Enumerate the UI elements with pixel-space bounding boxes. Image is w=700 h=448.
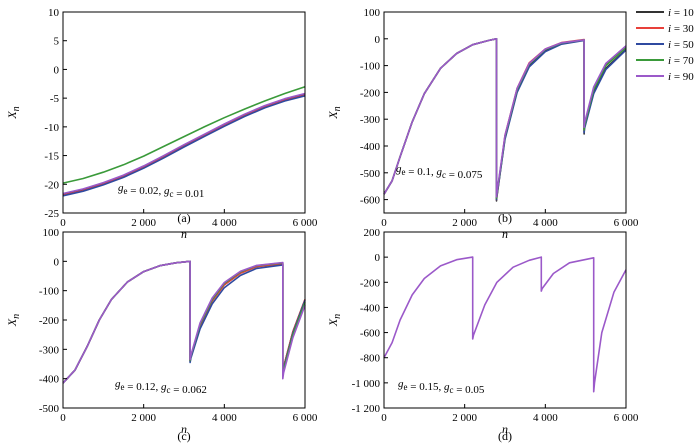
series-line [62, 260, 306, 384]
y-tick-label: 10 [48, 7, 60, 19]
x-tick-label: 4 000 [212, 217, 237, 229]
y-tick-label: -300 [360, 114, 381, 126]
y-tick-label: -5 [50, 93, 60, 105]
series-line [62, 260, 306, 384]
panel-annotation: ge = 0.02, gc = 0.01 [118, 182, 204, 200]
legend-label: i = 30 [668, 23, 694, 35]
panel-caption: (c) [177, 429, 190, 443]
x-tick-label: 2 000 [452, 217, 477, 229]
series-line [62, 260, 306, 384]
panel-caption: (d) [498, 429, 512, 443]
y-tick-label: 0 [375, 252, 381, 264]
y-tick-label: -400 [39, 374, 60, 386]
x-axis-label: n [181, 227, 187, 241]
y-tick-label: -600 [360, 195, 381, 207]
series-line [62, 95, 306, 197]
x-tick-label: 2 000 [131, 217, 156, 229]
series-line [62, 260, 306, 384]
panel-annotation: ge = 0.15, gc = 0.05 [398, 378, 485, 396]
y-tick-label: -400 [360, 302, 381, 314]
x-tick-label: 2 000 [131, 412, 156, 424]
y-axis-label: Xn [326, 314, 343, 327]
x-tick-label: 0 [60, 217, 66, 229]
x-axis-label: n [502, 422, 508, 436]
x-tick-label: 6 000 [293, 217, 318, 229]
panel-annotation: ge = 0.12, gc = 0.062 [115, 378, 207, 396]
x-tick-label: 0 [381, 217, 387, 229]
y-tick-label: -200 [39, 315, 60, 327]
x-tick-label: 4 000 [533, 217, 558, 229]
y-axis-label: Xn [326, 106, 343, 119]
y-tick-label: -100 [39, 286, 60, 298]
y-tick-label: -15 [44, 151, 59, 163]
y-tick-label: -400 [360, 141, 381, 153]
series-line [62, 85, 306, 184]
chart-panel-2: 0 2 000 4 000 6 000 100 0 -100 -200 -300 -400 -500… [5, 227, 318, 443]
chart-panel-1: 0 2 000 4 000 6 000 100 0 -100 -200 -300 -400 -500… [326, 7, 639, 241]
y-tick-label: -600 [360, 328, 381, 340]
legend-label: i = 90 [668, 71, 694, 83]
legend-label: i = 10 [668, 7, 694, 19]
series-line [62, 92, 306, 195]
plot-frame [383, 231, 627, 409]
plot-frame [62, 11, 306, 214]
y-tick-label: -200 [360, 277, 381, 289]
y-tick-label: -10 [44, 122, 59, 134]
y-tick-label: -200 [360, 87, 381, 99]
chart-panel-3: 0 2 000 4 000 6 000 200 0 -200 -400 -600 -800 -1 0… [326, 227, 639, 443]
series-line [62, 260, 306, 384]
chart-panel-0: 0 2 000 4 000 6 000 10 5 0 -5 -10 -15 -20 -25 n Xn ge … [5, 7, 318, 241]
y-tick-label: -800 [360, 353, 381, 365]
x-axis-label: n [502, 227, 508, 241]
y-tick-label: -25 [44, 208, 59, 220]
y-tick-label: -500 [360, 168, 381, 180]
x-tick-label: 4 000 [533, 412, 558, 424]
x-axis-label: n [181, 422, 187, 436]
y-tick-label: -500 [39, 403, 60, 415]
y-tick-label: -1 200 [352, 403, 381, 415]
x-tick-label: 6 000 [293, 412, 318, 424]
y-tick-label: 100 [364, 7, 381, 19]
y-tick-label: 200 [364, 227, 381, 239]
y-tick-label: -1 000 [352, 378, 381, 390]
x-tick-label: 0 [60, 412, 66, 424]
plot-frame [383, 11, 627, 214]
y-tick-label: -300 [39, 344, 60, 356]
panel-caption: (b) [498, 211, 512, 225]
panel-caption: (a) [177, 211, 190, 225]
series-line [383, 38, 627, 198]
y-tick-label: 100 [43, 227, 60, 239]
y-tick-label: -100 [360, 61, 381, 73]
y-tick-label: 0 [54, 64, 60, 76]
y-tick-label: 0 [54, 256, 60, 268]
legend-label: i = 50 [668, 39, 694, 51]
panel-annotation: ge = 0.1, gc = 0.075 [396, 163, 483, 181]
x-tick-label: 0 [381, 412, 387, 424]
y-axis-label: Xn [5, 106, 22, 119]
x-tick-label: 4 000 [212, 412, 237, 424]
y-axis-label: Xn [5, 314, 22, 327]
x-tick-label: 6 000 [614, 412, 639, 424]
x-tick-label: 6 000 [614, 217, 639, 229]
y-tick-label: 0 [375, 34, 381, 46]
legend-label: i = 70 [668, 55, 694, 67]
y-tick-label: -20 [44, 179, 59, 191]
x-tick-label: 2 000 [452, 412, 477, 424]
legend: i = 10 i = 30 i = 50 i = 70 i = 90 [636, 7, 694, 83]
series-line [383, 256, 627, 393]
y-tick-label: 5 [54, 36, 60, 48]
